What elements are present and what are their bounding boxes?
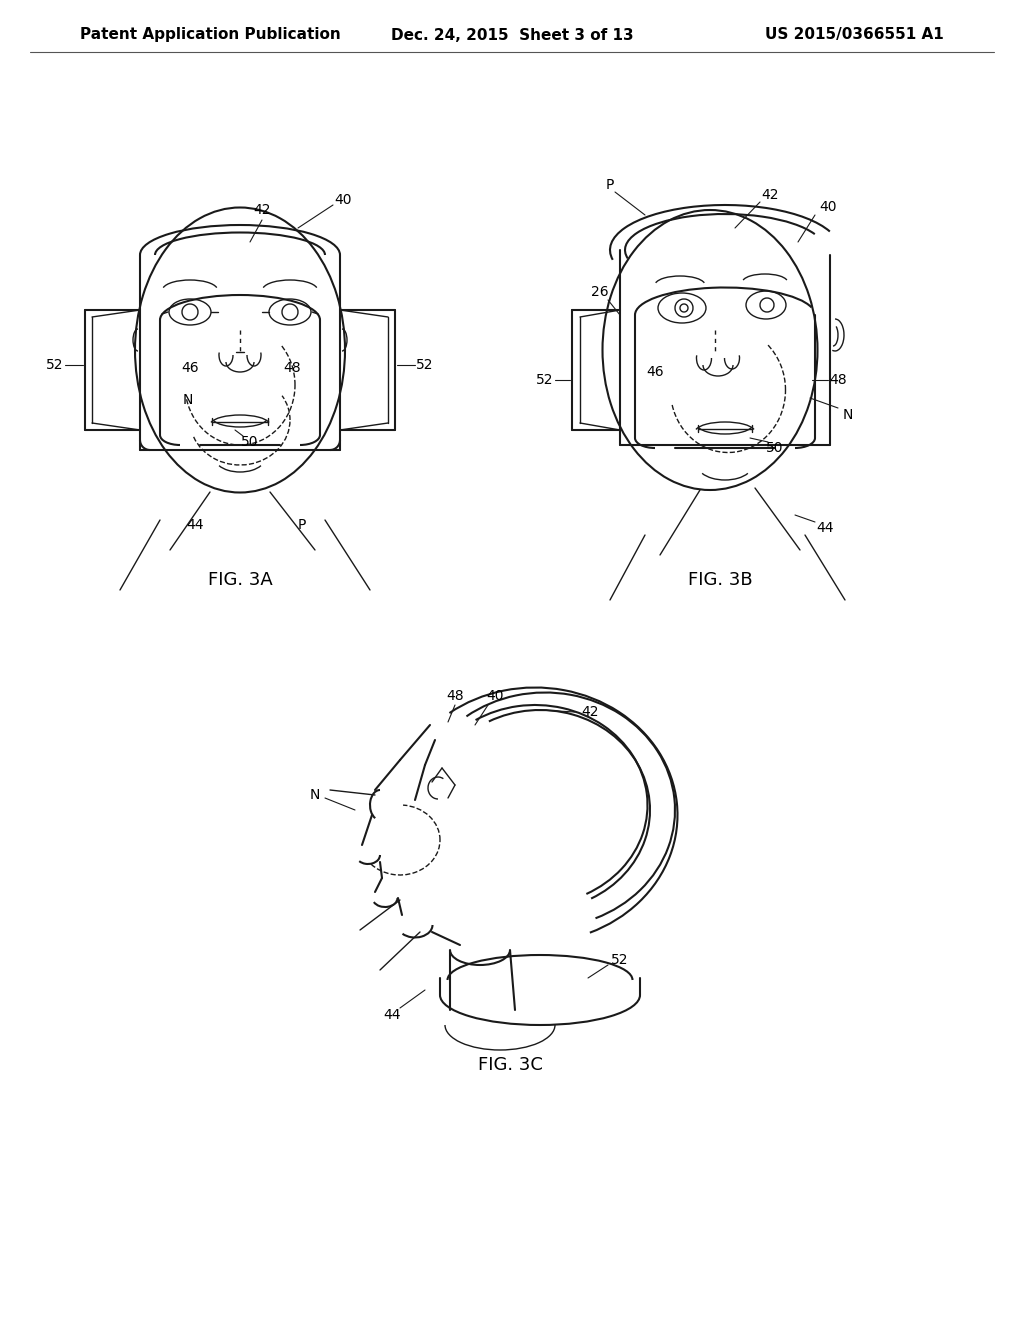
- Text: 42: 42: [582, 705, 599, 719]
- Text: 48: 48: [446, 689, 464, 704]
- Text: US 2015/0366551 A1: US 2015/0366551 A1: [765, 28, 944, 42]
- Text: 48: 48: [284, 360, 301, 375]
- Text: 42: 42: [253, 203, 270, 216]
- Text: 44: 44: [383, 1008, 400, 1022]
- Text: P: P: [298, 517, 306, 532]
- Text: 52: 52: [46, 358, 63, 372]
- Text: 50: 50: [242, 436, 259, 449]
- Text: 42: 42: [761, 187, 778, 202]
- Text: 44: 44: [186, 517, 204, 532]
- Text: Dec. 24, 2015  Sheet 3 of 13: Dec. 24, 2015 Sheet 3 of 13: [391, 28, 633, 42]
- Text: 52: 52: [537, 374, 554, 387]
- Text: 48: 48: [829, 374, 847, 387]
- Text: Patent Application Publication: Patent Application Publication: [80, 28, 341, 42]
- Text: 46: 46: [181, 360, 199, 375]
- Text: 26: 26: [591, 285, 609, 300]
- Text: 40: 40: [819, 201, 837, 214]
- Text: 52: 52: [416, 358, 434, 372]
- Text: N: N: [310, 788, 321, 803]
- Text: 40: 40: [486, 689, 504, 704]
- Text: P: P: [606, 178, 614, 191]
- Text: 52: 52: [611, 953, 629, 968]
- Text: N: N: [843, 408, 853, 422]
- Text: 44: 44: [816, 521, 834, 535]
- Text: FIG. 3A: FIG. 3A: [208, 572, 272, 589]
- Text: FIG. 3C: FIG. 3C: [477, 1056, 543, 1074]
- Text: 40: 40: [334, 193, 352, 207]
- Text: FIG. 3B: FIG. 3B: [688, 572, 753, 589]
- Text: N: N: [183, 393, 194, 407]
- Text: 50: 50: [766, 441, 783, 455]
- Text: 46: 46: [646, 366, 664, 379]
